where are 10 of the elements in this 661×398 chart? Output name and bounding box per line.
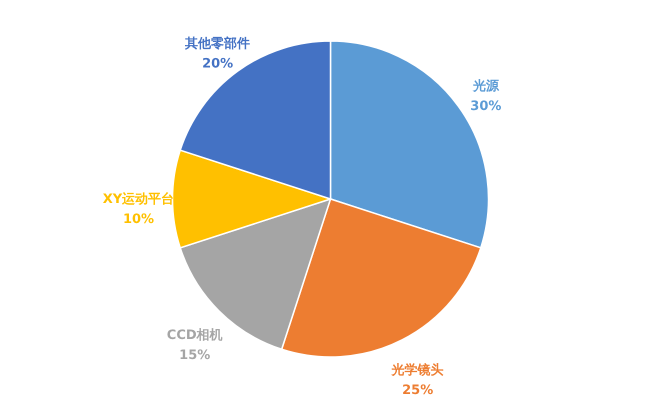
data-label: 25% — [402, 383, 434, 398]
data-label: 15% — [179, 348, 210, 363]
data-label: 20% — [202, 56, 234, 72]
slice-label: 光学镜头 — [390, 362, 444, 378]
data-label: 30% — [470, 99, 502, 114]
slice-label: 光源 — [472, 79, 500, 94]
data-label: 10% — [122, 212, 154, 227]
slice-label: 其他零部件 — [184, 36, 250, 52]
slice-label: CCD相机 — [166, 328, 223, 343]
slice-label: XY运动平台 — [102, 191, 174, 207]
